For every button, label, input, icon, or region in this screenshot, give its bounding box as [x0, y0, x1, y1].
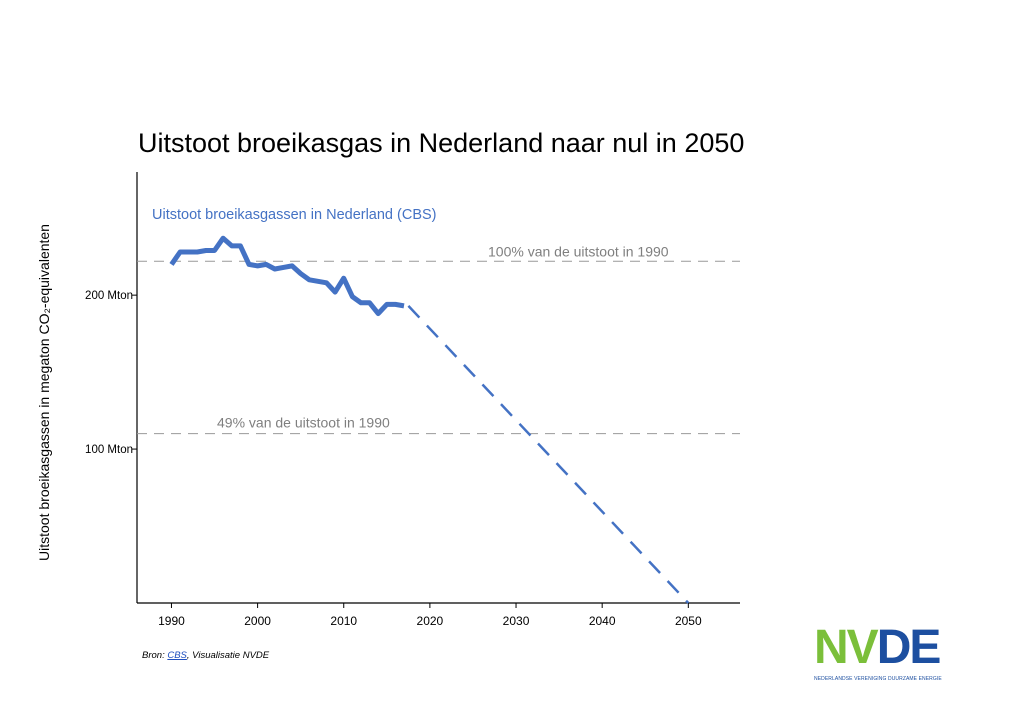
logo-tagline: NEDERLANDSE VERENIGING DUURZAME ENERGIE [814, 676, 942, 682]
logo-wordmark: NVDE [814, 621, 942, 674]
emissions-line [169, 235, 405, 317]
x-tick-label: 1990 [158, 614, 185, 628]
reference-line-label: 100% van de uitstoot in 1990 [488, 243, 669, 259]
x-tick-label: 2040 [589, 614, 616, 628]
source-suffix: , Visualisatie NVDE [186, 650, 270, 661]
source-link-cbs[interactable]: CBS [167, 650, 187, 661]
x-tick-label: 2050 [675, 614, 702, 628]
logo-nv: NV [814, 621, 879, 674]
reference-lines: 100% van de uitstoot in 1990 49% van de u… [137, 243, 740, 435]
projection-line [407, 305, 690, 604]
y-tick-label: 100 Mton [85, 444, 133, 456]
series-group [169, 235, 690, 604]
source-prefix: Bron: [142, 650, 168, 661]
x-tick-label: 2030 [503, 614, 530, 628]
series-label-cbs: Uitstoot broeikasgassen in Nederland (CB… [152, 207, 437, 223]
y-axis-title: Uitstoot broeikasgassen in megaton CO₂-e… [36, 224, 52, 561]
x-tick-label: 2000 [244, 614, 271, 628]
reference-line-label: 49% van de uitstoot in 1990 [217, 415, 390, 431]
nvde-logo: NVDE NEDERLANDSE VERENIGING DUURZAME ENE… [812, 624, 942, 688]
y-tick-label: 200 Mton [85, 290, 133, 302]
axes: 1990 2000 2010 2020 2030 2040 2050 100 Mton 200 … [85, 172, 740, 628]
source-credit: Bron: CBS, Visualisatie NVDE [142, 650, 269, 661]
chart-labels: Uitstoot broeikasgassen in megaton CO₂-e… [36, 207, 437, 561]
x-tick-label: 2020 [417, 614, 444, 628]
x-tick-label: 2010 [330, 614, 357, 628]
logo-de: DE [876, 621, 942, 674]
chart-title: Uitstoot broeikasgas in Nederland naar n… [138, 128, 745, 158]
